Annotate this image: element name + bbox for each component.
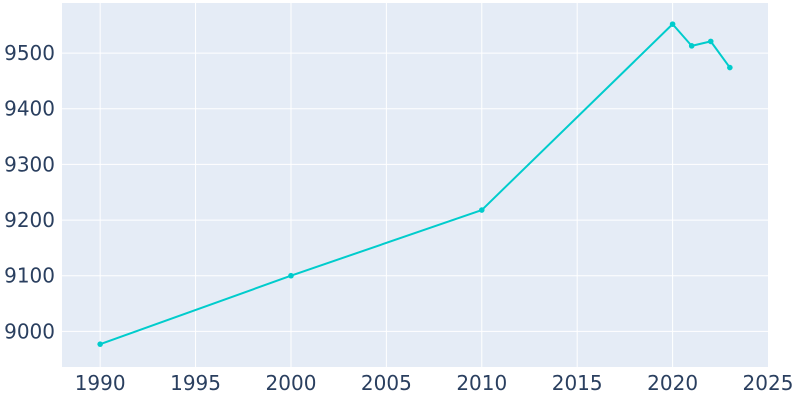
plot-area xyxy=(62,3,768,367)
x-tick-label: 1990 xyxy=(75,371,126,395)
y-tick-label: 9400 xyxy=(4,97,55,121)
y-tick-label: 9300 xyxy=(4,152,55,176)
data-point xyxy=(707,38,714,45)
data-point xyxy=(478,207,485,213)
x-axis-ticks: 1990 1995 2000 2005 2010 2015 2020 2025 xyxy=(75,371,794,395)
y-tick-label: 9100 xyxy=(4,264,55,288)
series-group xyxy=(97,21,733,347)
data-point xyxy=(669,21,676,27)
data-point xyxy=(727,64,733,71)
x-tick-label: 2010 xyxy=(456,371,507,395)
y-tick-label: 9000 xyxy=(4,319,55,343)
y-tick-label: 9500 xyxy=(4,41,55,65)
data-point xyxy=(288,272,294,279)
y-tick-label: 9200 xyxy=(4,208,55,232)
y-axis-ticks: 9000 9100 9200 9300 9400 9500 xyxy=(4,41,55,343)
x-tick-label: 1995 xyxy=(170,371,221,395)
data-point xyxy=(688,43,695,49)
x-tick-label: 2020 xyxy=(647,371,698,395)
x-tick-label: 2025 xyxy=(743,371,794,395)
grid-lines xyxy=(62,3,768,367)
x-tick-label: 2015 xyxy=(552,371,603,395)
x-tick-label: 2000 xyxy=(266,371,317,395)
data-point xyxy=(97,341,103,347)
x-tick-label: 2005 xyxy=(361,371,412,395)
